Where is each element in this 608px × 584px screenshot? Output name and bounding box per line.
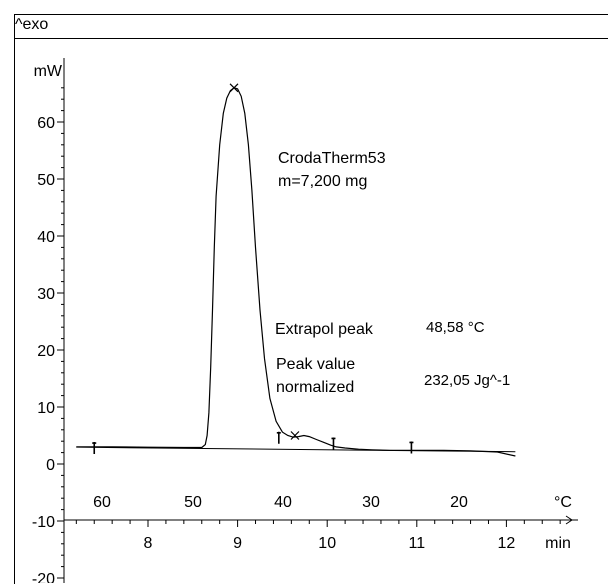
time-tick-label: 10: [318, 535, 336, 552]
extrapol-peak-value: 48,58 °C: [426, 319, 485, 336]
y-tick-label: -20: [32, 571, 55, 583]
temperature-unit-label: °C: [554, 494, 572, 511]
temperature-tick-label: 20: [450, 494, 468, 511]
integration-limit-marker: [276, 431, 281, 444]
sample-mass-annotation: m=7,200 mg: [278, 173, 367, 190]
y-tick-label: 20: [37, 343, 55, 360]
dsc-curve: [76, 87, 516, 457]
axes: -20 -10 0 10 20 30 40 50 60 mW 8 9 10 11 12 min 60 50 40 30…: [32, 58, 578, 583]
integration-limit-marker: [92, 442, 97, 455]
y-tick-label: -10: [32, 514, 55, 531]
sample-name-annotation: CrodaTherm53: [278, 150, 386, 167]
time-tick-label: 11: [408, 535, 425, 552]
peak-value-label-line1: Peak value: [276, 356, 355, 373]
time-tick-label: 9: [233, 535, 242, 552]
time-axis-arrow: [565, 515, 573, 525]
integration-limit-marker: [331, 437, 336, 450]
y-tick-label: 30: [37, 286, 55, 303]
time-unit-label: min: [545, 535, 571, 552]
peak-value-label-line2: normalized: [276, 379, 354, 396]
chart-header: ^exo: [14, 14, 608, 39]
time-tick-label: 12: [498, 535, 516, 552]
extrapol-peak-label: Extrapol peak: [275, 321, 374, 338]
temperature-tick-label: 40: [274, 494, 292, 511]
integration-limit-marker: [409, 441, 414, 454]
baseline-line: [76, 446, 516, 453]
peak-marker: [290, 431, 300, 440]
y-tick-label: 10: [37, 400, 55, 417]
peak-marker: [229, 83, 239, 93]
y-tick-label: 40: [37, 229, 55, 246]
y-tick-label: 50: [37, 172, 55, 189]
temperature-tick-label: 30: [362, 494, 380, 511]
time-tick-label: 8: [144, 535, 153, 552]
peak-value-number: 232,05 Jg^-1: [424, 372, 510, 389]
y-unit-label: mW: [34, 63, 63, 80]
temperature-tick-label: 50: [184, 494, 202, 511]
temperature-tick-label: 60: [93, 494, 111, 511]
chart-frame: [14, 14, 608, 584]
plot-area: [76, 83, 516, 457]
y-tick-label: 60: [37, 115, 55, 132]
exo-direction-label: ^exo: [15, 16, 49, 33]
y-tick-label: 0: [46, 457, 55, 474]
